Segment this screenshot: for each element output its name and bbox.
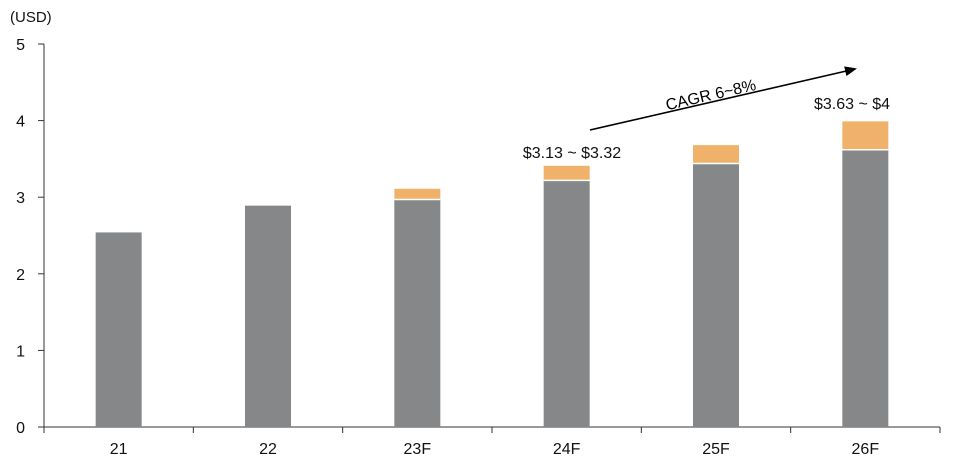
x-tick-label: 21	[110, 441, 128, 458]
bar-range	[544, 166, 590, 181]
bar-range	[842, 121, 888, 149]
x-tick-label: 25F	[702, 441, 730, 458]
y-unit-label: (USD)	[10, 9, 52, 26]
bar-base	[544, 180, 590, 427]
cagr-label: CAGR 6~8%	[664, 77, 758, 114]
bar-base	[394, 199, 440, 427]
y-tick-label: 3	[16, 190, 25, 207]
bar-range	[693, 145, 739, 163]
x-tick-label: 26F	[852, 441, 880, 458]
x-tick-label: 24F	[553, 441, 581, 458]
y-tick-label: 5	[16, 37, 25, 54]
annotation-26f-range: $3.63 ~ $4	[814, 96, 890, 113]
bar-base	[245, 206, 291, 427]
bar-base	[96, 232, 142, 427]
y-tick-label: 4	[16, 114, 25, 131]
annotation-24f-range: $3.13 ~ $3.32	[523, 145, 621, 162]
y-tick-label: 2	[16, 267, 25, 284]
x-tick-label: 22	[259, 441, 277, 458]
x-tick-label: 23F	[404, 441, 432, 458]
y-tick-label: 0	[16, 420, 25, 437]
bar-base	[842, 150, 888, 427]
y-tick-label: 1	[16, 343, 25, 360]
bar-range	[394, 189, 440, 200]
y-axis: 0 1 2 3 4 5	[16, 37, 44, 437]
bars	[96, 121, 889, 427]
x-axis: 21 22 23F 24F 25F 26F	[44, 427, 940, 458]
bar-base	[693, 163, 739, 427]
